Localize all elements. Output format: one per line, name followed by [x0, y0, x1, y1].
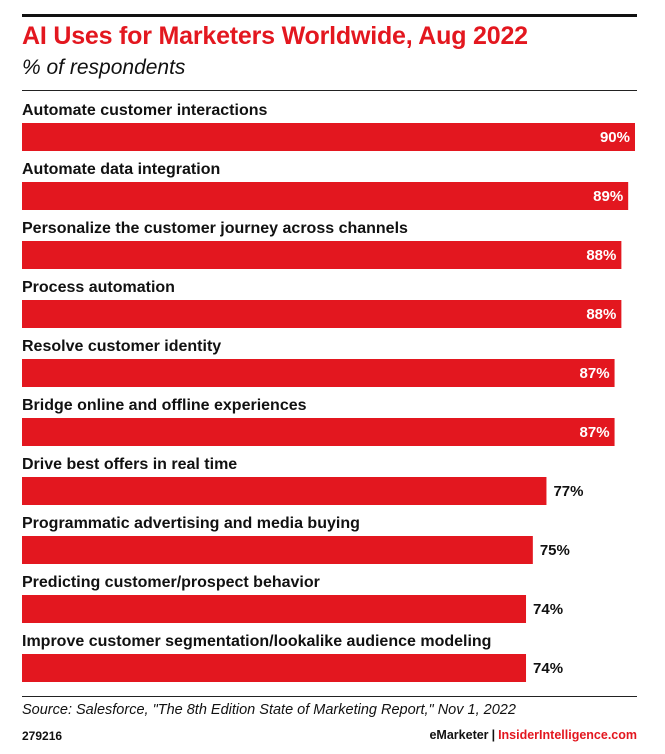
bar [22, 123, 635, 151]
bar [22, 241, 622, 269]
category-label: Improve customer segmentation/lookalike … [22, 633, 491, 650]
top-rule [22, 14, 637, 17]
footer-divider [22, 696, 637, 697]
bar [22, 418, 615, 446]
category-label: Bridge online and offline experiences [22, 397, 307, 414]
category-label: Programmatic advertising and media buyin… [22, 515, 360, 532]
chart-id: 279216 [22, 729, 63, 743]
value-label: 74% [533, 660, 563, 677]
category-label: Personalize the customer journey across … [22, 220, 408, 237]
value-label: 75% [540, 542, 570, 559]
header-divider [22, 90, 637, 91]
value-label: 87% [580, 424, 610, 441]
brand-credit: eMarketer | InsiderIntelligence.com [429, 728, 637, 742]
bar [22, 300, 622, 328]
bar [22, 182, 629, 210]
bar [22, 595, 527, 623]
value-label: 87% [580, 365, 610, 382]
category-label: Process automation [22, 279, 175, 296]
brand-separator: | [491, 728, 496, 742]
value-label: 74% [533, 601, 563, 618]
brand-emarketer: eMarketer [429, 728, 489, 742]
bar [22, 477, 547, 505]
bar [22, 359, 615, 387]
bar [22, 536, 533, 564]
value-label: 88% [586, 306, 616, 323]
value-label: 88% [586, 247, 616, 264]
chart-title: AI Uses for Marketers Worldwide, Aug 202… [22, 22, 528, 50]
chart-subtitle: % of respondents [22, 56, 186, 79]
category-label: Drive best offers in real time [22, 456, 237, 473]
category-label: Automate data integration [22, 161, 220, 178]
bar [22, 654, 527, 682]
value-label: 90% [600, 129, 630, 146]
brand-insider-intelligence: InsiderIntelligence.com [498, 728, 637, 742]
category-label: Automate customer interactions [22, 102, 267, 119]
category-label: Predicting customer/prospect behavior [22, 574, 320, 591]
source-note: Source: Salesforce, "The 8th Edition Sta… [22, 702, 516, 718]
value-label: 89% [593, 188, 623, 205]
category-label: Resolve customer identity [22, 338, 221, 355]
value-label: 77% [553, 483, 583, 500]
